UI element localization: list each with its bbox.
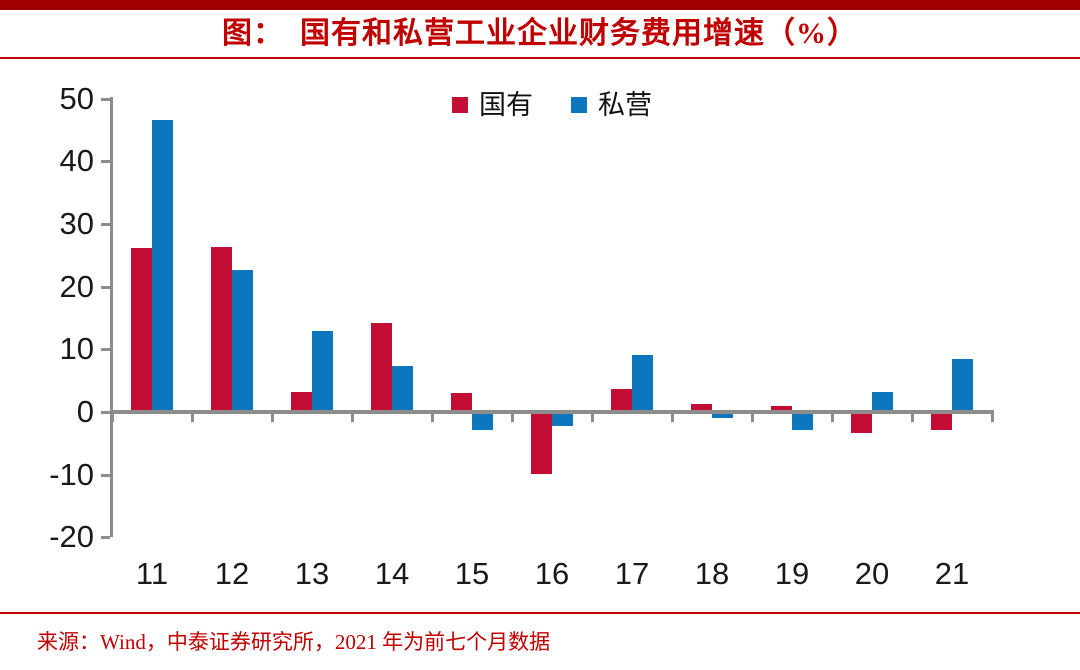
y-axis-tick: [101, 97, 110, 101]
y-axis-tick: [101, 160, 110, 164]
bar-state-owned-18: [691, 403, 712, 412]
bar-state-owned-14: [371, 322, 392, 412]
legend-swatch-private-icon: [571, 97, 587, 113]
footer-divider-line: [0, 612, 1080, 614]
legend-label-state-owned: 国有: [479, 90, 533, 120]
legend-item-private: 私营: [571, 90, 652, 120]
x-axis-tick-label: 21: [934, 556, 970, 591]
title-divider-line: [0, 57, 1080, 59]
bar-private-14: [392, 366, 413, 412]
y-axis-tick: [101, 222, 110, 226]
bar-state-owned-19: [771, 405, 792, 412]
y-axis-line: [110, 97, 113, 537]
y-axis-tick-label: 20: [59, 268, 94, 304]
y-axis-tick-label: 0: [76, 394, 94, 429]
x-axis-tick: [351, 414, 354, 422]
x-axis-tick-label: 19: [774, 556, 810, 591]
x-axis-tick: [831, 414, 834, 422]
bar-private-21: [952, 359, 973, 412]
bar-state-owned-16: [531, 412, 552, 475]
y-axis-tick: [101, 285, 110, 289]
bar-state-owned-12: [211, 247, 232, 412]
y-axis-tick: [101, 473, 110, 477]
x-axis-tick: [591, 414, 594, 422]
x-axis-tick: [751, 414, 754, 422]
legend-label-private: 私营: [598, 90, 652, 120]
x-axis-tick: [991, 414, 994, 422]
x-axis-tick: [191, 414, 194, 422]
legend-item-state-owned: 国有: [452, 90, 533, 120]
bar-state-owned-15: [451, 392, 472, 412]
y-axis-tick-label: 30: [59, 205, 94, 241]
x-axis-tick: [111, 414, 114, 422]
x-axis-tick-label: 15: [454, 556, 490, 591]
bar-private-19: [792, 412, 813, 430]
x-axis-tick: [911, 414, 914, 422]
bar-private-17: [632, 354, 653, 412]
y-axis-tick-label: 50: [59, 80, 94, 116]
x-axis-tick: [671, 414, 674, 422]
bar-private-16: [552, 412, 573, 426]
source-note: 来源：Wind，中泰证券研究所，2021 年为前七个月数据: [37, 630, 551, 654]
bar-state-owned-20: [851, 412, 872, 433]
bar-state-owned-11: [131, 247, 152, 412]
x-axis-tick-label: 14: [374, 556, 410, 591]
x-axis-tick-label: 16: [534, 556, 570, 591]
y-axis-tick-label: -10: [49, 456, 94, 492]
y-axis-tick-label: 10: [59, 331, 94, 367]
bar-state-owned-13: [291, 391, 312, 412]
y-axis-tick: [101, 536, 110, 540]
x-axis-tick: [511, 414, 514, 422]
y-axis-tick: [101, 348, 110, 352]
bar-private-11: [152, 120, 173, 412]
bar-private-18: [712, 412, 733, 419]
y-axis-tick-label: 40: [59, 143, 94, 179]
x-axis-tick-label: 11: [135, 556, 169, 591]
x-axis-tick-label: 13: [294, 556, 330, 591]
x-axis-tick: [431, 414, 434, 422]
x-axis-tick: [271, 414, 274, 422]
x-axis-line: [110, 410, 994, 414]
bar-private-20: [872, 391, 893, 412]
chart-title: 图： 国有和私营工业企业财务费用增速（%）: [222, 17, 858, 50]
bar-private-12: [232, 269, 253, 412]
bar-private-15: [472, 412, 493, 431]
y-axis-tick: [101, 411, 110, 414]
bar-private-13: [312, 331, 333, 412]
x-axis-tick-label: 17: [614, 556, 650, 591]
legend-swatch-state-owned-icon: [452, 97, 468, 113]
bar-state-owned-17: [611, 389, 632, 412]
x-axis-tick-label: 20: [854, 556, 890, 591]
x-axis-tick-label: 18: [694, 556, 730, 591]
y-axis-tick-label: -20: [49, 519, 94, 555]
chart-legend: 国有 私营: [112, 88, 992, 122]
x-axis-tick-label: 12: [214, 556, 250, 591]
bar-state-owned-21: [931, 412, 952, 430]
top-accent-bar: [0, 0, 1080, 10]
